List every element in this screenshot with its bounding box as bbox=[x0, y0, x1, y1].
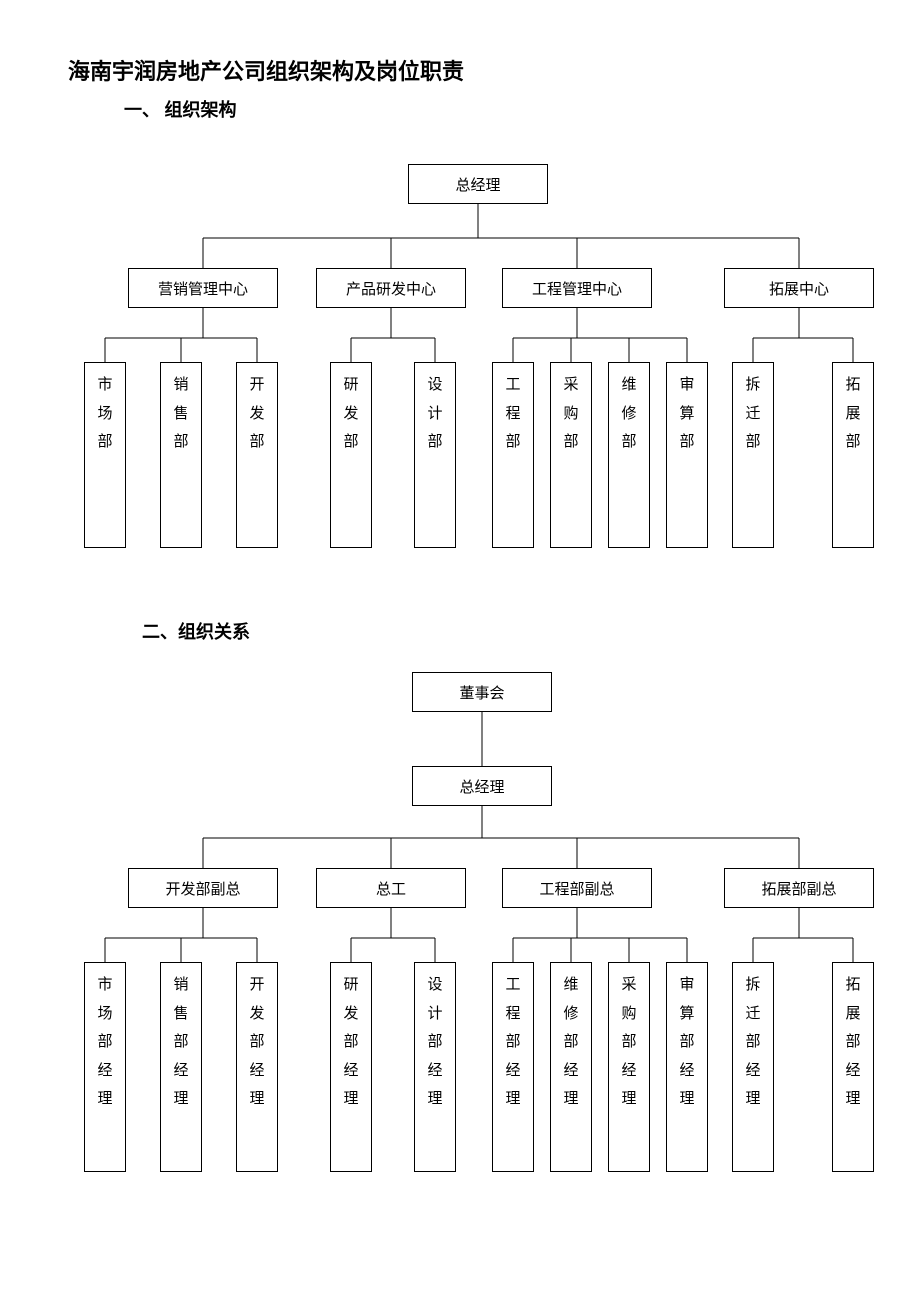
org-dept-0: 市场部 bbox=[84, 362, 126, 548]
org-dept-6: 采购部 bbox=[550, 362, 592, 548]
org-dept-2: 开发部 bbox=[236, 362, 278, 548]
rel-vp-2: 工程部副总 bbox=[502, 868, 652, 908]
rel-vp-0: 开发部副总 bbox=[128, 868, 278, 908]
org-dept-3: 研发部 bbox=[330, 362, 372, 548]
org-dept-9: 拆迁部 bbox=[732, 362, 774, 548]
rel-board: 董事会 bbox=[412, 672, 552, 712]
org-dept-5: 工程部 bbox=[492, 362, 534, 548]
rel-mgr-2: 开发部经理 bbox=[236, 962, 278, 1172]
rel-mgr-3: 研发部经理 bbox=[330, 962, 372, 1172]
rel-mgr-8: 审算部经理 bbox=[666, 962, 708, 1172]
org-dept-1: 销售部 bbox=[160, 362, 202, 548]
rel-mgr-0: 市场部经理 bbox=[84, 962, 126, 1172]
rel-mgr-4: 设计部经理 bbox=[414, 962, 456, 1172]
org-dept-10: 拓展部 bbox=[832, 362, 874, 548]
rel-vp-3: 拓展部副总 bbox=[724, 868, 874, 908]
rel-mgr-10: 拓展部经理 bbox=[832, 962, 874, 1172]
document-title: 海南宇润房地产公司组织架构及岗位职责 bbox=[68, 54, 464, 86]
org-center-2: 工程管理中心 bbox=[502, 268, 652, 308]
org-dept-8: 审算部 bbox=[666, 362, 708, 548]
rel-mgr-5: 工程部经理 bbox=[492, 962, 534, 1172]
rel-mgr-1: 销售部经理 bbox=[160, 962, 202, 1172]
page: 海南宇润房地产公司组织架构及岗位职责 一、 组织架构 二、组织关系 总经理营销管… bbox=[0, 0, 920, 1302]
section-1-heading: 一、 组织架构 bbox=[124, 96, 237, 122]
section-2-heading: 二、组织关系 bbox=[142, 618, 250, 644]
org-dept-4: 设计部 bbox=[414, 362, 456, 548]
org-root-gm: 总经理 bbox=[408, 164, 548, 204]
rel-vp-1: 总工 bbox=[316, 868, 466, 908]
org-center-1: 产品研发中心 bbox=[316, 268, 466, 308]
rel-mgr-7: 采购部经理 bbox=[608, 962, 650, 1172]
org-center-3: 拓展中心 bbox=[724, 268, 874, 308]
rel-mgr-6: 维修部经理 bbox=[550, 962, 592, 1172]
rel-mgr-9: 拆迁部经理 bbox=[732, 962, 774, 1172]
rel-gm: 总经理 bbox=[412, 766, 552, 806]
org-center-0: 营销管理中心 bbox=[128, 268, 278, 308]
org-dept-7: 维修部 bbox=[608, 362, 650, 548]
